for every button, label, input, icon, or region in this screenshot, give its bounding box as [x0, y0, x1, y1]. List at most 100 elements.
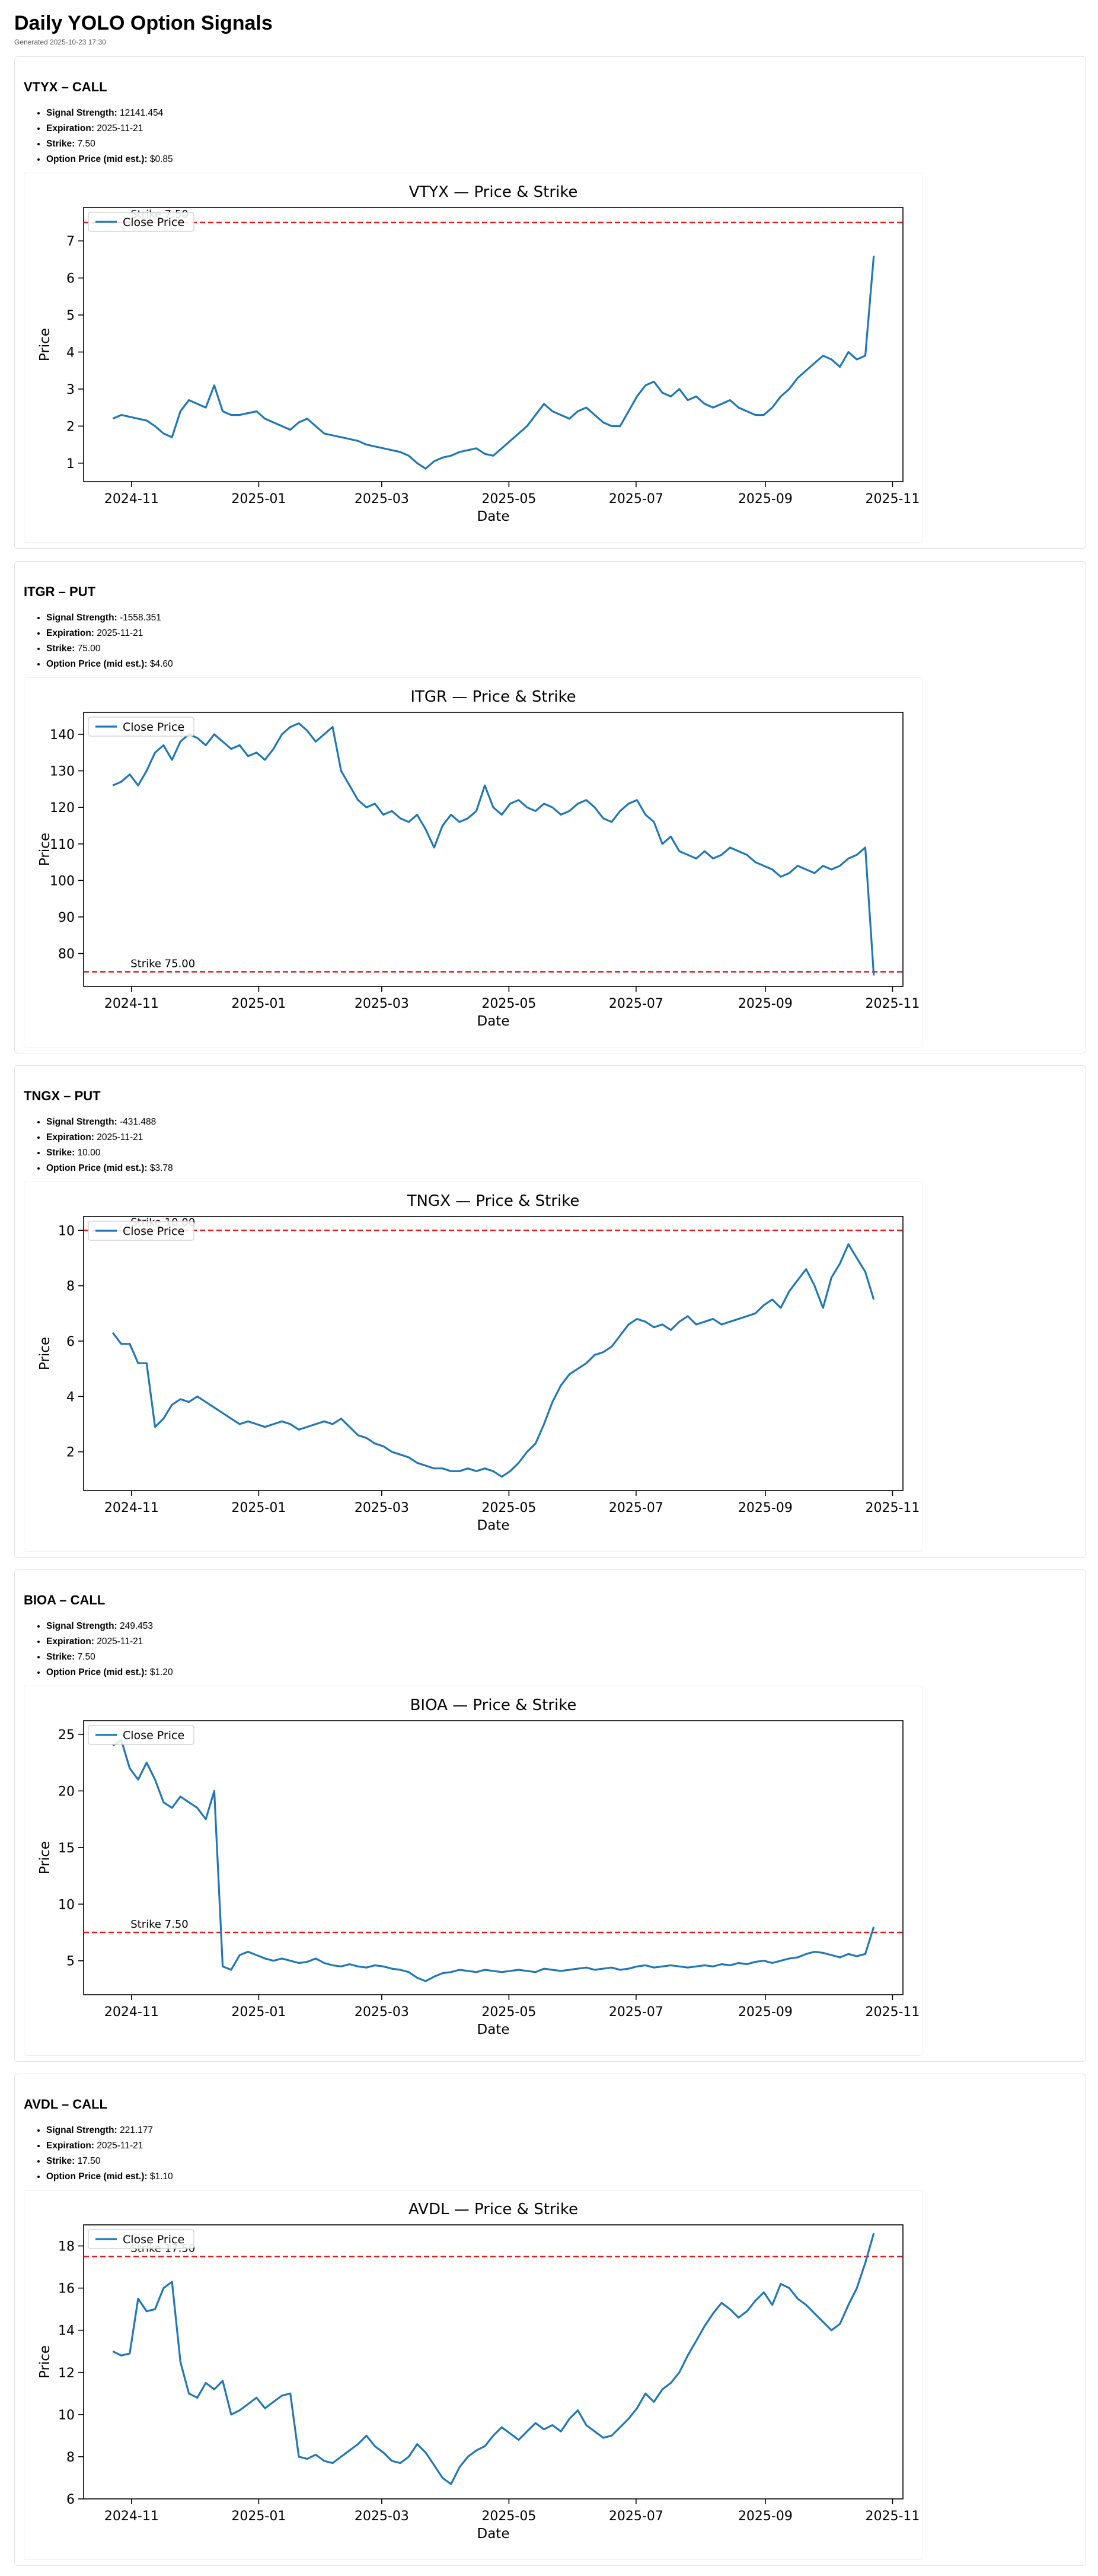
- x-tick-label: 2025-07: [609, 1501, 663, 1515]
- x-tick-label: 2025-03: [355, 492, 409, 507]
- y-tick-label: 14: [58, 2324, 75, 2339]
- x-tick-label: 2025-01: [231, 492, 286, 507]
- detail-value: 2025-11-21: [97, 1636, 143, 1647]
- detail-signal-strength: Signal Strength: 249.453: [46, 1619, 173, 1634]
- detail-option-price: Option Price (mid est.): $4.60: [46, 657, 173, 672]
- y-tick-label: 10: [58, 1224, 75, 1238]
- detail-label: Expiration:: [46, 1636, 94, 1647]
- y-tick-label: 15: [58, 1841, 75, 1856]
- legend-label: Close Price: [123, 1729, 184, 1742]
- price-chart-svg: BIOA — Price & Strike 5 10 15 20 25 2024-11 202…: [37, 1696, 920, 2037]
- detail-option-price: Option Price (mid est.): $1.20: [46, 1665, 173, 1680]
- detail-label: Option Price (mid est.):: [46, 659, 148, 669]
- detail-value: -431.488: [120, 1117, 157, 1127]
- chart-title: BIOA — Price & Strike: [410, 1696, 577, 1714]
- y-axis-label: Price: [37, 833, 53, 866]
- detail-strike: Strike: 17.50: [46, 2154, 173, 2169]
- detail-strike: Strike: 75.00: [46, 641, 173, 657]
- x-axis-label: Date: [477, 1014, 510, 1029]
- chart-title: AVDL — Price & Strike: [408, 2201, 578, 2218]
- plot-frame: [83, 1720, 904, 1995]
- y-tick-label: 20: [58, 1784, 75, 1799]
- x-tick-label: 2025-11: [865, 2509, 920, 2524]
- detail-strike: Strike: 7.50: [46, 1650, 173, 1665]
- y-axis-label: Price: [37, 1337, 53, 1370]
- detail-label: Option Price (mid est.):: [46, 2171, 148, 2182]
- signal-card: AVDL – CALL Signal Strength: 221.177 Exp…: [14, 2074, 1086, 2566]
- price-chart-svg: VTYX — Price & Strike 1 2 3 4 5 6 7 2024-11 2025-…: [37, 183, 920, 524]
- signal-details: Signal Strength: -1558.351 Expiration: 2…: [24, 610, 173, 672]
- legend-label: Close Price: [123, 2233, 184, 2246]
- x-tick-label: 2024-11: [104, 1501, 159, 1515]
- detail-value: $0.85: [149, 154, 173, 164]
- detail-signal-strength: Signal Strength: -431.488: [46, 1115, 173, 1130]
- detail-label: Strike:: [46, 139, 75, 149]
- x-tick-label: 2025-09: [738, 1501, 793, 1515]
- detail-value: 2025-11-21: [97, 1132, 143, 1142]
- x-tick-label: 2025-11: [865, 492, 920, 507]
- card-title: ITGR – PUT: [24, 584, 96, 599]
- detail-value: 10.00: [77, 1148, 101, 1158]
- y-tick-label: 2: [66, 419, 75, 434]
- x-tick-label: 2025-11: [865, 996, 920, 1011]
- y-tick-label: 8: [66, 1279, 75, 1294]
- x-tick-label: 2024-11: [104, 996, 159, 1011]
- x-tick-label: 2025-05: [481, 996, 536, 1011]
- detail-signal-strength: Signal Strength: -1558.351: [46, 610, 173, 626]
- detail-strike: Strike: 7.50: [46, 136, 173, 152]
- card-title: BIOA – CALL: [24, 1593, 106, 1607]
- legend-box: [88, 212, 194, 232]
- x-tick-label: 2025-07: [609, 2509, 663, 2524]
- detail-label: Strike:: [46, 1148, 75, 1158]
- chart-title: TNGX — Price & Strike: [407, 1192, 580, 1210]
- y-tick-label: 4: [66, 1390, 75, 1405]
- y-tick-label: 12: [58, 2366, 75, 2381]
- detail-label: Strike:: [46, 2156, 75, 2166]
- detail-label: Signal Strength:: [46, 2125, 117, 2135]
- chart-title: VTYX — Price & Strike: [409, 183, 578, 201]
- x-axis-label: Date: [477, 1518, 510, 1533]
- plot-frame: [83, 2224, 904, 2499]
- y-tick-label: 8: [66, 2450, 75, 2465]
- detail-value: $4.60: [149, 659, 173, 669]
- detail-label: Signal Strength:: [46, 1117, 117, 1127]
- x-axis-label: Date: [477, 509, 510, 524]
- generated-timestamp: Generated 2025-10-23 17:30: [14, 38, 106, 46]
- signal-card: VTYX – CALL Signal Strength: 12141.454 E…: [14, 56, 1086, 549]
- strike-label: Strike 7.50: [130, 1918, 189, 1931]
- detail-value: 12141.454: [120, 108, 164, 118]
- price-chart: AVDL — Price & Strike 6 8 10 12 14 16 18 2024-11…: [24, 2190, 923, 2560]
- y-tick-label: 110: [50, 838, 75, 852]
- x-tick-label: 2024-11: [104, 2005, 159, 2020]
- price-chart: BIOA — Price & Strike 5 10 15 20 25 2024-11 202…: [24, 1686, 923, 2056]
- detail-option-price: Option Price (mid est.): $3.78: [46, 1161, 173, 1176]
- y-tick-label: 6: [66, 272, 75, 286]
- detail-label: Expiration:: [46, 123, 94, 133]
- signal-details: Signal Strength: -431.488 Expiration: 20…: [24, 1115, 173, 1176]
- signal-details: Signal Strength: 249.453 Expiration: 202…: [24, 1619, 173, 1680]
- price-chart-svg: TNGX — Price & Strike 2 4 6 8 10 2024-11 2025-0…: [37, 1192, 920, 1533]
- detail-value: 17.50: [77, 2156, 101, 2166]
- detail-value: $3.78: [149, 1163, 173, 1173]
- chart-legend: Close Price: [88, 2229, 194, 2249]
- card-title: VTYX – CALL: [24, 79, 107, 94]
- detail-value: 221.177: [120, 2125, 154, 2135]
- price-chart-svg: AVDL — Price & Strike 6 8 10 12 14 16 18 2024-11…: [37, 2201, 920, 2542]
- detail-expiration: Expiration: 2025-11-21: [46, 1130, 173, 1145]
- detail-signal-strength: Signal Strength: 221.177: [46, 2123, 173, 2138]
- y-tick-label: 2: [66, 1445, 75, 1460]
- detail-value: -1558.351: [120, 613, 161, 623]
- y-tick-label: 16: [58, 2282, 75, 2297]
- chart-legend: Close Price: [88, 212, 194, 232]
- x-tick-label: 2025-05: [481, 492, 536, 507]
- y-tick-label: 7: [66, 234, 75, 249]
- price-chart: ITGR — Price & Strike 80 90 100 110 120 130 140…: [24, 677, 923, 1047]
- detail-value: 2025-11-21: [97, 2141, 143, 2151]
- y-tick-label: 10: [58, 1897, 75, 1912]
- x-tick-label: 2025-09: [738, 996, 793, 1011]
- detail-strike: Strike: 10.00: [46, 1145, 173, 1161]
- detail-expiration: Expiration: 2025-11-21: [46, 626, 173, 641]
- detail-value: 7.50: [77, 1652, 95, 1662]
- legend-label: Close Price: [123, 216, 184, 229]
- plot-frame: [83, 1216, 904, 1491]
